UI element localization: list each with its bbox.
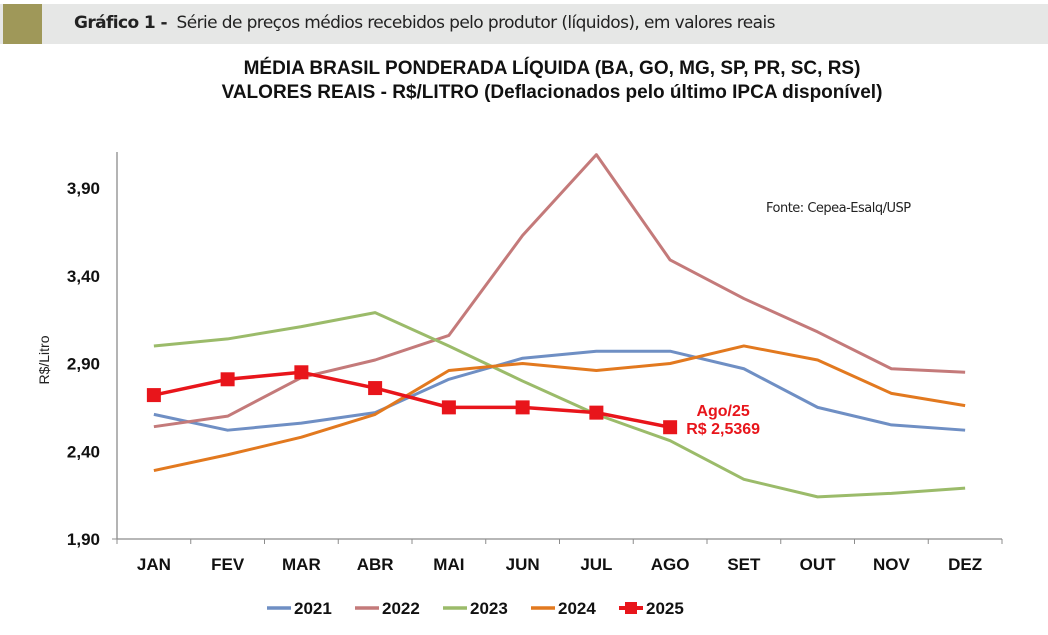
data-point-2025 [220,372,235,387]
y-axis-title: R$/Litro [36,335,52,384]
y-tick-label: 1,90 [67,530,100,549]
x-tick-label: JAN [137,555,171,574]
chart-title: MÉDIA BRASIL PONDERADA LÍQUIDA (BA, GO, … [243,58,861,79]
legend-label-2023: 2023 [470,599,508,618]
y-tick-label: 3,90 [67,179,100,198]
data-point-2025 [589,405,604,420]
axes: R$/Litro [36,152,1003,544]
legend: 2021 2022 2023 2024 2025 [267,599,684,618]
chart-caption-label: Gráfico 1 - [74,13,168,33]
annotations: Ago/25R$ 2,5369 [686,403,760,438]
x-tick-label: AGO [651,555,690,574]
chart-subtitle: VALORES REAIS - R$/LITRO (Deflacionados … [221,82,883,103]
y-tick-label: 2,40 [67,442,100,461]
chart-caption: Gráfico 1 - Série de preços médios receb… [74,13,775,33]
series-line-2023 [153,311,966,499]
legend-label-2021: 2021 [294,599,332,618]
chart-caption-description: Série de preços médios recebidos pelo pr… [176,13,776,33]
series-lines [153,153,966,499]
data-point-2025 [515,400,530,415]
x-tick-label: FEV [211,555,245,574]
legend-marker-2025 [625,602,637,614]
series-line-2021 [153,349,966,432]
legend-label-2024: 2024 [558,599,596,618]
annotation-label: Ago/25 [696,403,749,420]
annotation-label: R$ 2,5369 [686,421,760,438]
x-tick-label: JUL [580,555,612,574]
x-tick-label: OUT [800,555,837,574]
data-point-2025 [294,365,309,380]
y-tick-label: 3,40 [67,267,100,286]
data-point-2025 [441,400,456,415]
x-tick-label: ABR [357,555,394,574]
data-point-2025 [146,388,161,403]
header-accent-swatch [3,4,42,44]
x-axis-ticks: JAN FEV MAR ABR MAI JUN JUL AGO SET OUT NOV DEZ [137,555,982,574]
x-tick-label: MAI [433,555,464,574]
header-bar [0,4,1048,44]
x-tick-label: JUN [506,555,540,574]
series-markers [146,365,678,435]
legend-label-2025: 2025 [646,599,684,618]
series-line-2022 [153,153,966,429]
legend-label-2022: 2022 [382,599,420,618]
x-tick-label: NOV [873,555,911,574]
x-tick-label: MAR [282,555,321,574]
x-tick-label: SET [727,555,761,574]
x-tick-label: DEZ [948,555,982,574]
y-axis-ticks: 1,90 2,40 2,90 3,40 3,90 [67,179,100,549]
source-note: Fonte: Cepea-Esalq/USP [766,201,911,216]
data-point-2025 [368,381,383,396]
series-line-2025 [153,370,671,429]
series-line-2024 [153,344,966,473]
data-point-2025 [663,420,678,435]
y-tick-label: 2,90 [67,355,100,374]
